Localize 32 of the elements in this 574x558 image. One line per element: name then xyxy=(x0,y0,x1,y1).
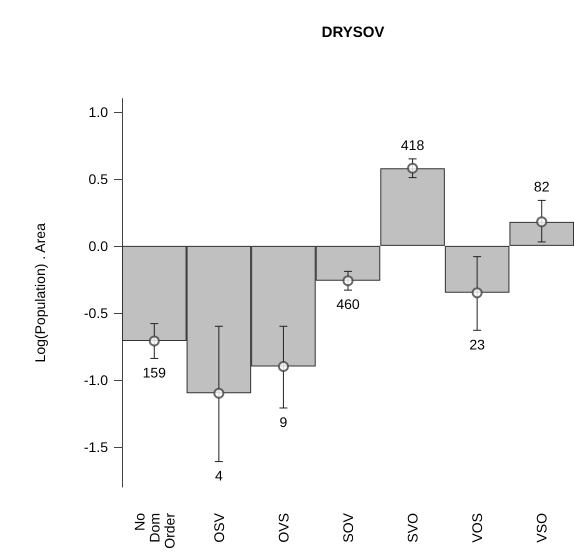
bar xyxy=(444,246,510,293)
point xyxy=(148,336,160,347)
annotation: 460 xyxy=(336,296,360,312)
point xyxy=(278,360,289,372)
y-tick-label: 0.5 xyxy=(88,170,108,187)
y-axis-title: Log(Population) . Area xyxy=(32,222,48,362)
y-tick-label: 0.0 xyxy=(88,238,108,254)
annotation: 4 xyxy=(214,468,223,484)
y-tick-label: 1.0 xyxy=(88,104,108,120)
point xyxy=(213,388,224,399)
annotation: 23 xyxy=(469,336,486,352)
point xyxy=(472,287,483,298)
point xyxy=(536,216,548,228)
x-tick-label: SOV xyxy=(340,512,356,543)
y-tick-label: -0.5 xyxy=(84,304,108,321)
y-tick-label: -1.0 xyxy=(84,372,108,388)
bar xyxy=(380,168,445,246)
annotation: 159 xyxy=(142,364,166,380)
y-tick-label: -1.5 xyxy=(84,438,108,455)
x-tick-label: No Dom Order xyxy=(131,512,178,549)
point xyxy=(407,162,418,174)
x-tick-label: VSO xyxy=(534,512,550,543)
x-tick-label: SVO xyxy=(404,512,421,543)
bar xyxy=(509,222,574,246)
annotation: 9 xyxy=(280,414,288,430)
x-tick-label: VOS xyxy=(469,513,486,543)
x-tick-label: OSV xyxy=(210,512,227,543)
annotation: 418 xyxy=(400,136,424,153)
point xyxy=(342,275,354,286)
x-tick-label: OVS xyxy=(275,513,292,543)
annotation: 82 xyxy=(534,178,550,194)
chart-title: DRYSOV xyxy=(322,24,384,41)
